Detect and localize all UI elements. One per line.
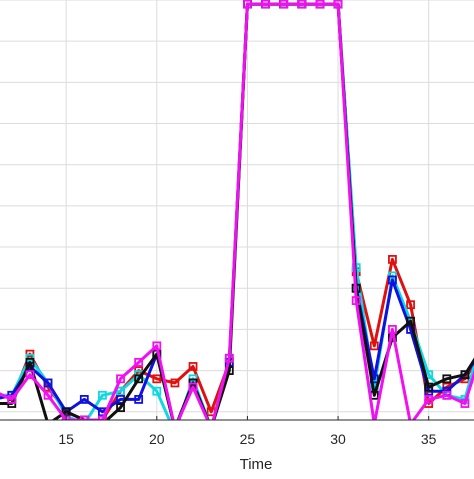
series-line (0, 2, 474, 420)
data-point-marker (116, 403, 125, 413)
axes: 15 20 25 30 35 (0, 416, 474, 447)
data-point-marker (243, 0, 252, 9)
x-tick-label: 30 (330, 431, 346, 447)
x-tick-label: 35 (421, 431, 437, 447)
data-point-marker (388, 255, 397, 264)
x-tick-label: 20 (149, 431, 165, 447)
data-point-marker (388, 325, 397, 334)
data-point-marker (98, 415, 107, 420)
data-point-marker (170, 378, 180, 388)
series-layer (0, 0, 474, 420)
data-point-marker (351, 296, 361, 305)
data-point-marker (333, 0, 343, 9)
series-5 (0, 0, 474, 420)
data-point-marker (406, 300, 415, 310)
data-point-marker (116, 386, 125, 396)
x-tick-label: 15 (58, 431, 74, 447)
data-point-marker (152, 341, 162, 351)
x-tick-label: 25 (240, 431, 256, 447)
data-point-marker (297, 0, 307, 9)
data-point-marker (98, 390, 107, 400)
data-point-marker (388, 275, 397, 285)
data-point-marker (25, 370, 35, 380)
data-point-marker (460, 370, 470, 380)
data-point-marker (116, 374, 125, 384)
data-point-marker (25, 357, 35, 367)
data-point-marker (7, 395, 17, 404)
data-point-marker (279, 0, 289, 9)
data-point-marker (43, 390, 53, 400)
data-point-marker (315, 0, 325, 9)
data-point-marker (188, 382, 198, 392)
data-point-marker (79, 415, 89, 420)
data-point-marker (442, 374, 452, 384)
data-point-marker (79, 395, 89, 404)
data-point-marker (369, 341, 379, 351)
x-axis-label: Time (240, 456, 273, 473)
data-point-marker (424, 382, 434, 392)
data-point-marker (188, 362, 198, 371)
data-point-marker (442, 390, 452, 400)
data-point-marker (134, 395, 144, 404)
data-point-marker (152, 374, 162, 384)
data-point-marker (61, 407, 71, 417)
data-point-marker (460, 399, 470, 408)
data-point-marker (43, 378, 53, 388)
data-point-marker (406, 316, 415, 326)
data-point-marker (424, 395, 434, 404)
data-point-marker (134, 357, 144, 367)
data-point-marker (224, 353, 234, 363)
data-point-marker (134, 374, 144, 384)
data-point-marker (152, 386, 162, 396)
data-point-marker (261, 0, 270, 9)
